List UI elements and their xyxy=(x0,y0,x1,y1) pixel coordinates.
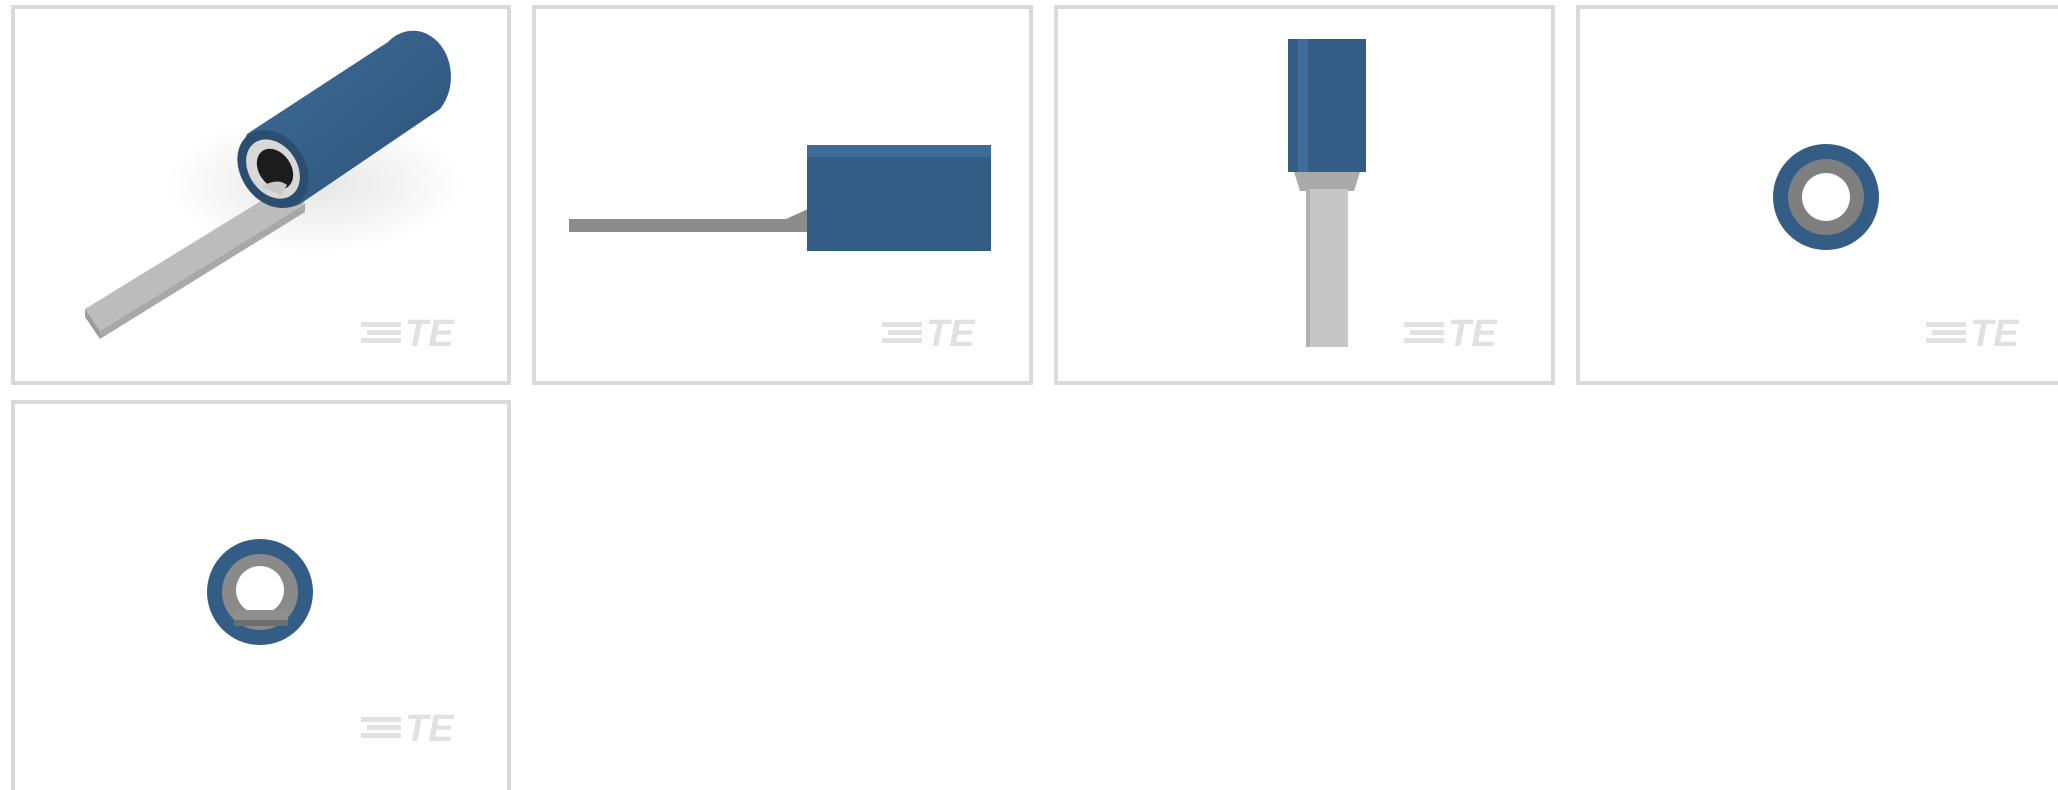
blade-terminal-isometric-icon: TE xyxy=(85,30,465,355)
te-logo-icon: TE xyxy=(1404,313,1498,355)
svg-text:TE: TE xyxy=(1970,313,2020,355)
svg-text:TE: TE xyxy=(1448,313,1498,355)
te-logo-icon: TE xyxy=(882,313,976,355)
svg-text:TE: TE xyxy=(405,313,455,355)
blade-terminal-side-icon: TE xyxy=(569,145,991,355)
svg-text:TE: TE xyxy=(926,313,976,355)
thumbnail-isometric-view[interactable]: TE xyxy=(11,5,511,385)
thumbnail-side-view[interactable]: TE xyxy=(532,5,1033,385)
thumbnail-top-view[interactable]: TE xyxy=(1054,5,1555,385)
te-logo-icon: TE xyxy=(1926,313,2020,355)
te-logo-icon: TE xyxy=(361,708,455,750)
blade-terminal-rear-icon: TE xyxy=(207,539,455,750)
blade-terminal-top-icon: TE xyxy=(1288,39,1498,355)
svg-text:TE: TE xyxy=(405,708,455,750)
te-logo-icon: TE xyxy=(361,313,455,355)
thumbnail-end-view[interactable]: TE xyxy=(1576,5,2058,385)
blade-terminal-end-icon: TE xyxy=(1773,144,2020,355)
thumbnail-rear-view[interactable]: TE xyxy=(11,400,511,790)
product-image-gallery: TE TE xyxy=(11,5,2058,790)
